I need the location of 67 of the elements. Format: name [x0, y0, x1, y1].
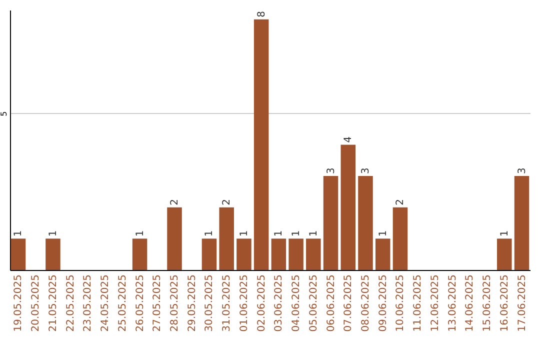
data-label: 1 [204, 230, 216, 237]
bar [254, 19, 269, 270]
x-tick-label: 10.06.2025 [395, 274, 406, 332]
data-label: 2 [222, 198, 233, 206]
x-tick-label: 01.06.2025 [238, 274, 250, 332]
x-tick-label: 25.05.2025 [117, 274, 128, 332]
x-tick-label: 16.06.2025 [499, 274, 510, 332]
data-label: 3 [516, 168, 528, 174]
x-tick-label: 05.06.2025 [308, 274, 320, 332]
x-tick-label: 22.05.2025 [65, 274, 76, 332]
bar [323, 176, 338, 270]
x-tick-label: 26.05.2025 [134, 274, 146, 332]
data-label: 1 [134, 230, 146, 237]
data-label: 3 [326, 168, 337, 174]
x-tick-label: 03.06.2025 [274, 274, 285, 332]
data-label: 1 [291, 230, 302, 237]
bar [497, 238, 512, 270]
bar [219, 207, 234, 270]
data-label: 2 [170, 198, 181, 206]
x-tick-label: 15.06.2025 [482, 274, 494, 332]
x-tick-label: 09.06.2025 [378, 274, 389, 332]
bar [340, 144, 356, 270]
data-label: 1 [378, 230, 389, 237]
data-label: 1 [48, 230, 59, 237]
x-tick-label: 02.06.2025 [256, 274, 268, 332]
x-tick-label: 11.06.2025 [412, 274, 424, 332]
x-tick-label: 04.06.2025 [291, 274, 302, 332]
data-label: 4 [343, 136, 354, 143]
x-tick-label: 19.05.2025 [13, 274, 24, 332]
bar [271, 238, 286, 270]
x-tick-label: 20.05.2025 [30, 274, 42, 332]
bar [288, 238, 304, 270]
x-tick-label: 21.05.2025 [48, 274, 59, 332]
bar [202, 238, 217, 270]
x-tick-label: 29.05.2025 [186, 274, 198, 332]
bar [10, 238, 26, 270]
data-label: 8 [256, 11, 268, 18]
x-tick-label: 06.06.2025 [326, 274, 337, 332]
bar [514, 176, 530, 270]
bar [358, 176, 373, 270]
data-label: 1 [499, 230, 510, 237]
x-tick-label: 13.06.2025 [447, 274, 458, 332]
bar [167, 207, 182, 270]
y-tick-label: 5 [0, 111, 8, 116]
data-label: 2 [395, 198, 406, 206]
x-tick-label: 08.06.2025 [360, 274, 372, 332]
bar [46, 238, 60, 270]
data-label: 3 [360, 168, 372, 174]
x-tick-label: 28.05.2025 [170, 274, 181, 332]
bar [236, 238, 252, 270]
x-tick-label: 12.06.2025 [430, 274, 441, 332]
x-tick-label: 23.05.2025 [82, 274, 94, 332]
x-tick-label: 07.06.2025 [343, 274, 354, 332]
bar [132, 238, 148, 270]
data-label: 1 [13, 230, 24, 237]
x-tick-label: 30.05.2025 [204, 274, 216, 332]
x-tick-label: 17.06.2025 [516, 274, 528, 332]
bar [392, 207, 408, 270]
x-tick-label: 27.05.2025 [152, 274, 164, 332]
data-label: 1 [308, 230, 320, 237]
bar [306, 238, 321, 270]
x-tick-label: 14.06.2025 [464, 274, 476, 332]
data-label: 1 [238, 230, 250, 237]
x-tick-label: 31.05.2025 [222, 274, 233, 332]
data-label: 1 [274, 230, 285, 237]
x-tick-label: 24.05.2025 [100, 274, 112, 332]
bar [375, 238, 390, 270]
